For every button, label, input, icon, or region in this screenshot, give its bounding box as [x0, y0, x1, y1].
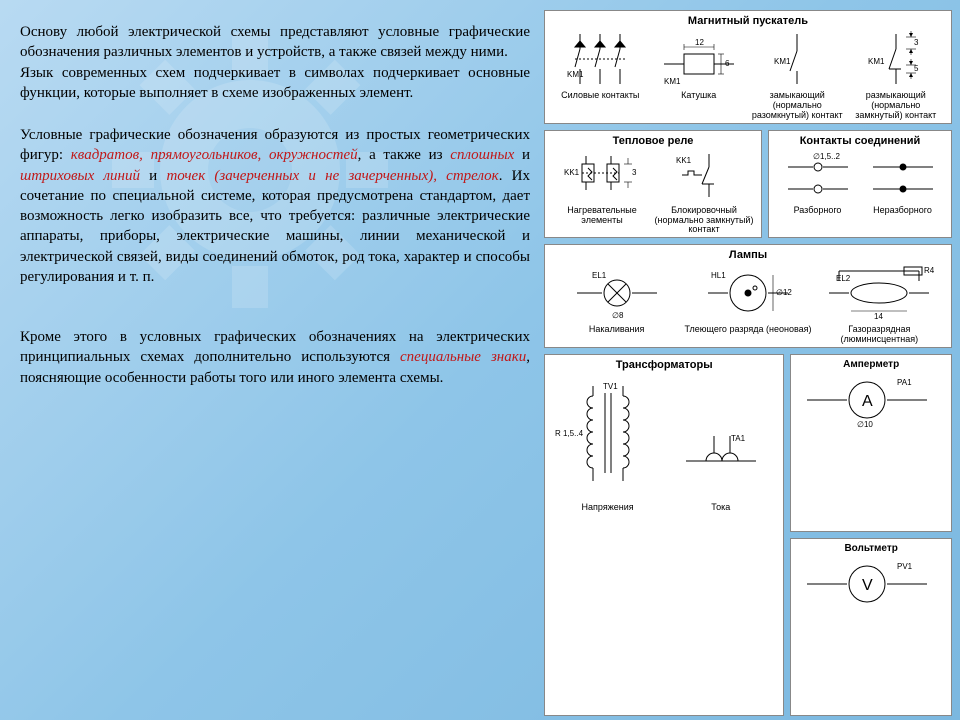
diagram-column: Магнитный пускатель KM1 Силовые контакты	[540, 0, 960, 720]
starter-no-contact: KM1 замыкающий (нормально разомкнутый) к…	[748, 29, 847, 121]
transformer-voltage: TV1 R 1,5..4 Напряжения	[551, 381, 664, 513]
svg-text:3: 3	[632, 168, 637, 177]
panel-ammeter: Амперметр A PA1 ∅10	[790, 354, 952, 532]
paragraph-2: Условные графические обозначения образую…	[20, 125, 530, 287]
voltmeter-title: Вольтметр	[797, 543, 945, 554]
svg-text:KK1: KK1	[676, 156, 692, 165]
svg-text:KM1: KM1	[664, 77, 681, 86]
svg-text:KM1: KM1	[567, 70, 584, 79]
svg-text:14: 14	[874, 312, 883, 321]
svg-text:PV1: PV1	[897, 562, 913, 571]
contacts-title: Контакты соединений	[775, 135, 945, 147]
svg-text:KM1: KM1	[774, 57, 791, 66]
relay-heating: 3 KK1 Нагревательные элементы	[551, 149, 653, 226]
ammeter-title: Амперметр	[797, 359, 945, 370]
lamps-title: Лампы	[551, 249, 945, 261]
paragraph-1: Основу любой электрической схемы предста…	[20, 22, 530, 103]
lamp-neon: HL1 ∅12 Тлеющего разряда (неоновая)	[682, 263, 813, 335]
ammeter-symbol: A PA1 ∅10	[797, 370, 937, 430]
lamp-incandescent: EL1 ∅8 Накаливания	[551, 263, 682, 335]
svg-text:∅1,5..2: ∅1,5..2	[813, 152, 841, 161]
relay-title: Тепловое реле	[551, 135, 755, 147]
panel-lamps: Лампы EL1 ∅8 Накаливания	[544, 244, 952, 348]
svg-text:HL1: HL1	[711, 271, 726, 280]
svg-text:KK1: KK1	[564, 168, 580, 177]
svg-text:V: V	[862, 577, 873, 594]
svg-text:TA1: TA1	[731, 434, 746, 443]
svg-text:TV1: TV1	[603, 382, 618, 391]
svg-text:EL2: EL2	[836, 274, 851, 283]
transformer-current: TA1 Тока	[664, 421, 777, 513]
relay-block-contact: KK1 Блокировочный (нормально замкнутый) …	[653, 149, 755, 236]
voltmeter-symbol: V PV1	[797, 554, 937, 609]
svg-text:∅10: ∅10	[857, 420, 873, 429]
svg-text:PA1: PA1	[897, 378, 912, 387]
contact-permanent: Неразборного	[860, 149, 945, 216]
svg-text:EL1: EL1	[592, 271, 607, 280]
panel-thermal-relay: Тепловое реле	[544, 130, 762, 239]
svg-text:5: 5	[914, 64, 919, 73]
starter-power-contacts: KM1 Силовые контакты	[551, 29, 650, 101]
starter-nc-contact: 3 5 KM1 размыкающий (нормально замкнутый…	[847, 29, 946, 121]
svg-text:KM1: KM1	[868, 57, 885, 66]
panel-magnetic-starter: Магнитный пускатель KM1 Силовые контакты	[544, 10, 952, 124]
contact-detachable: ∅1,5..2 Разборного	[775, 149, 860, 216]
p1b: Язык современных схем подчеркивает в сим…	[20, 65, 530, 101]
svg-text:12: 12	[695, 38, 704, 47]
lamp-fluorescent: EL2 R4 14 Газоразрядная (люминисцентная)	[814, 263, 945, 345]
starter-title: Магнитный пускатель	[551, 15, 945, 27]
panel-voltmeter: Вольтметр V PV1	[790, 538, 952, 716]
svg-text:R4: R4	[924, 266, 934, 275]
trans-title: Трансформаторы	[551, 359, 777, 371]
text-column: Основу любой электрической схемы предста…	[0, 0, 540, 720]
svg-text:∅12: ∅12	[776, 288, 792, 297]
svg-text:6: 6	[725, 59, 730, 68]
p1a: Основу любой электрической схемы предста…	[20, 24, 530, 60]
starter-coil: 12 6 KM1 Катушка	[650, 29, 749, 101]
paragraph-3: Кроме этого в условных графических обозн…	[20, 327, 530, 388]
svg-text:R 1,5..4: R 1,5..4	[555, 429, 584, 438]
svg-text:A: A	[862, 393, 873, 410]
svg-text:∅8: ∅8	[612, 311, 624, 320]
panel-transformers: Трансформаторы	[544, 354, 784, 716]
svg-text:3: 3	[914, 38, 919, 47]
panel-contacts: Контакты соединений ∅1,5..2 Разборного	[768, 130, 952, 239]
